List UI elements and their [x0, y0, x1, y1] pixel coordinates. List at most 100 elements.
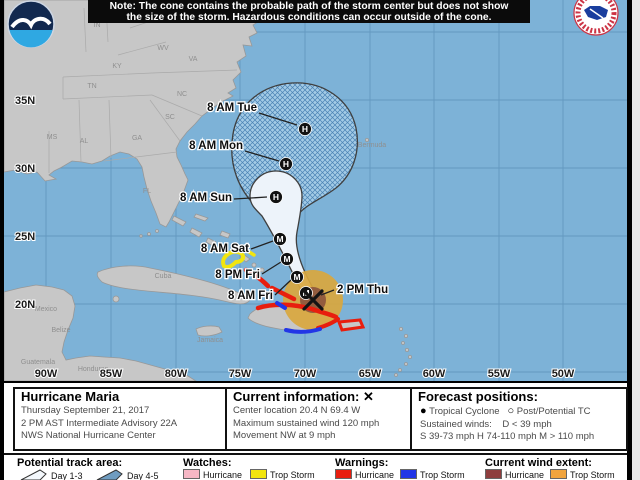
forecast-marker-8-am-sat: [273, 232, 287, 246]
ts-watch-yellow: [221, 249, 245, 269]
lon-label-85W: 85W: [100, 368, 123, 380]
nws-logo: [573, 0, 619, 36]
note-box: [88, 0, 530, 23]
forecast-positions-title: Forecast positions:: [418, 389, 538, 404]
noaa-logo: [7, 0, 55, 48]
legend-warnings-title: Warnings:: [335, 457, 389, 469]
ts-warning-haiti: [275, 301, 287, 310]
lon-label-70W: 70W: [294, 368, 317, 380]
isle-of-youth: [112, 295, 120, 303]
place-label-ky: KY: [112, 63, 122, 70]
place-label-honduras: Honduras: [78, 366, 109, 373]
cone-day13-icon: [20, 469, 47, 480]
post-tc-label: Post/Potential TC: [516, 406, 591, 417]
current-info-box: Current information: ✕ Center location 2…: [225, 387, 412, 451]
bahamas-islands: [171, 213, 265, 273]
place-label-belize: Belize: [51, 327, 70, 334]
storm-agency: NWS National Hurricane Center: [21, 430, 156, 441]
place-label-sc: SC: [165, 114, 175, 121]
watch-ts-swatch: [250, 469, 267, 479]
leader-2-pm-thu: [320, 289, 335, 296]
forecast-marker-8-am-fri: [290, 270, 304, 284]
legend-watches-title: Watches:: [183, 457, 232, 469]
info-panel: Hurricane Maria Thursday September 21, 2…: [4, 383, 628, 480]
forecast-positions-box: Forecast positions: ● Tropical Cyclone ○…: [410, 387, 628, 451]
ts-watch-yellow2: [244, 248, 256, 257]
current-center: Center location 20.4 N 69.4 W: [233, 405, 361, 416]
track-label-8-am-fri: 8 AM Fri: [228, 290, 273, 302]
leader-8-am-sun: [233, 196, 268, 200]
legend-day45: Day 4-5: [96, 469, 159, 480]
forecast-marker-letter: M: [293, 272, 300, 282]
place-label-cuba: Cuba: [155, 273, 172, 280]
track-label-8-am-mon: 8 AM Mon: [189, 140, 243, 152]
forecast-marker-letter: H: [273, 192, 279, 202]
forecast-marker-8-am-sun: [269, 190, 283, 204]
legend-extent-title: Current wind extent:: [485, 457, 592, 469]
current-position-x-icon: ✕: [363, 389, 374, 404]
note-line2: the size of the storm. Hazardous conditi…: [126, 12, 491, 23]
right-gutter: [632, 0, 640, 480]
sustained-winds-label: Sustained winds:: [420, 418, 492, 430]
place-label-ms: MS: [47, 134, 58, 141]
us-mainland: [3, 0, 269, 228]
florida-keys: [139, 229, 159, 238]
state-borders: [48, 5, 238, 173]
track-label-8-am-sat: 8 AM Sat: [201, 243, 249, 255]
hurricane-warning-hispaniola: [255, 302, 339, 320]
lon-label-60W: 60W: [423, 368, 446, 380]
current-info-title: Current information: ✕: [233, 390, 410, 404]
leader-8-am-sat: [250, 240, 274, 250]
hurricane-warning-puerto-rico: [336, 318, 366, 332]
central-america: [3, 284, 198, 382]
storm-title: Hurricane Maria: [21, 389, 120, 404]
tropical-cyclone-label: Tropical Cyclone: [429, 406, 500, 417]
place-label-al: AL: [80, 138, 89, 145]
legend-watch-ts: Trop Storm: [250, 469, 315, 480]
lesser-antilles: [394, 326, 412, 377]
leader-8-am-tue: [258, 112, 298, 126]
forecast-marker-letter: H: [302, 124, 308, 134]
forecast-marker-8-pm-fri: [280, 252, 294, 266]
extent-ts-swatch: [550, 469, 567, 479]
tropical-cyclone-dot-icon: ●: [420, 405, 427, 417]
legend-potential-title: Potential track area:: [17, 457, 123, 469]
warn-hurricane-swatch: [335, 469, 352, 479]
forecast-marker-letter: M: [283, 254, 290, 264]
watch-hurricane-swatch: [183, 469, 200, 479]
forecast-marker-letter: H: [283, 159, 289, 169]
current-wind: Maximum sustained wind 120 mph: [233, 417, 380, 429]
wind-cat-shm: S 39-73 mph H 74-110 mph M > 110 mph: [420, 431, 595, 442]
current-info-title-text: Current information:: [233, 389, 360, 404]
place-label-nc: NC: [177, 91, 187, 98]
legend-watch-hurricane: Hurricane: [183, 469, 242, 480]
place-label-guatemala: Guatemala: [21, 359, 55, 366]
lon-label-50W: 50W: [552, 368, 575, 380]
bermuda-island: [364, 137, 369, 142]
warn-ts-swatch: [400, 469, 417, 479]
storm-advisory: 2 PM AST Intermediate Advisory 22A: [21, 417, 178, 429]
forecast-marker-letter: M: [276, 234, 283, 244]
place-label-in: IN: [94, 22, 101, 29]
forecast-cone-map: H 8 AM Tue H 8 AM Mon H 8 AM Sun M 8 AM Sat M 8 P…: [3, 0, 627, 382]
lon-label-75W: 75W: [229, 368, 252, 380]
leader-8-am-fri: [274, 279, 292, 296]
lat-label-35N: 35N: [15, 95, 35, 107]
place-label-va: VA: [189, 56, 198, 63]
storm-date: Thursday September 21, 2017: [21, 405, 150, 416]
lon-label-80W: 80W: [165, 368, 188, 380]
place-label-tn: TN: [87, 83, 96, 90]
legend-extent-hurricane: Hurricane: [485, 469, 544, 480]
legend-extent-ts: Trop Storm: [550, 469, 615, 480]
place-label-ga: GA: [132, 135, 142, 142]
track-label-8-pm-fri: 8 PM Fri: [215, 269, 260, 281]
place-label-bermuda: Bermuda: [358, 142, 387, 149]
current-movement: Movement NW at 9 mph: [233, 430, 336, 441]
watch-warning-segments: [221, 248, 366, 334]
place-label-fl: FL: [143, 188, 151, 195]
jamaica: [195, 325, 223, 337]
note-line1: Note: The cone contains the probable pat…: [110, 1, 510, 12]
legend-day13: Day 1-3: [20, 469, 83, 480]
lat-label-30N: 30N: [15, 163, 35, 175]
